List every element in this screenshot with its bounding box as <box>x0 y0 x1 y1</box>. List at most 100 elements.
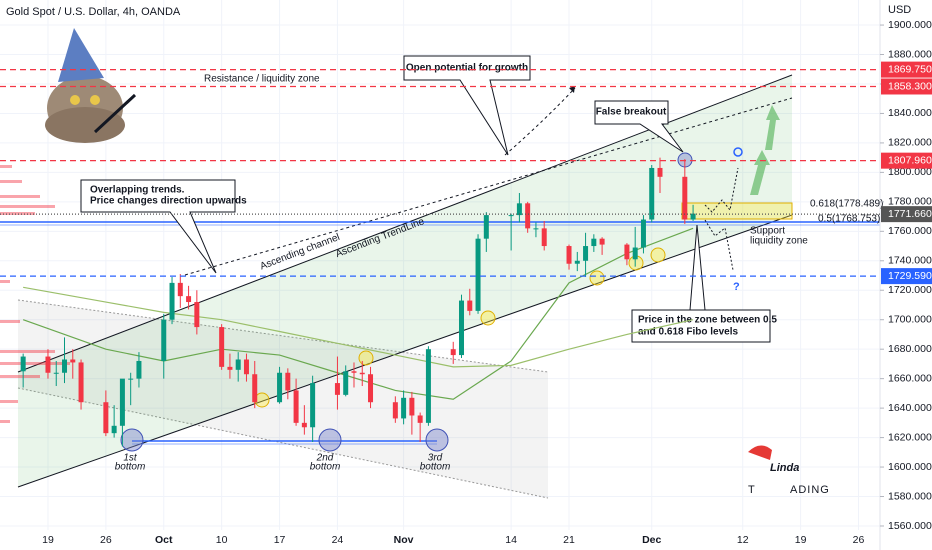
candle-body <box>285 372 291 391</box>
x-tick-label: 21 <box>563 534 575 546</box>
y-tick-label: 1740.000 <box>888 255 932 267</box>
annotation: liquidity zone <box>750 236 808 247</box>
annotation: 0.618(1778.489) <box>810 199 883 210</box>
candle-body <box>541 228 547 247</box>
y-tick-label: 1560.000 <box>888 520 932 532</box>
candle-body <box>20 356 26 372</box>
x-tick-label: 24 <box>332 534 344 546</box>
candle-body <box>533 228 539 230</box>
callout <box>631 224 771 343</box>
candle-body <box>599 238 605 245</box>
annotation: 2nd <box>316 453 334 464</box>
drawings <box>0 28 880 499</box>
candle-body <box>243 359 249 375</box>
moving-average <box>23 286 694 368</box>
callout <box>80 179 236 274</box>
candle-body <box>475 238 481 311</box>
x-tick-label: 19 <box>795 534 807 546</box>
candle-body <box>62 359 68 373</box>
series <box>0 68 880 447</box>
candle-body <box>401 397 407 419</box>
bottom-circles <box>120 152 693 452</box>
y-tick-label: 1780.000 <box>888 196 932 208</box>
candle-body <box>219 327 225 367</box>
candle-body <box>293 390 299 423</box>
annotation: and 0.618 Fibo levels <box>638 327 738 338</box>
y-tick-label: 1800.000 <box>888 166 932 178</box>
candle-body <box>343 371 349 395</box>
channel-line <box>17 299 549 373</box>
x-tick-label: 10 <box>216 534 228 546</box>
candle-body <box>525 203 531 229</box>
y-tick-label: 1720.000 <box>888 284 932 296</box>
fibo-zone <box>681 202 793 220</box>
x-tick-label: 26 <box>100 534 112 546</box>
candle-body <box>409 397 415 416</box>
y-tick-label: 1600.000 <box>888 461 932 473</box>
x-tick-label: 26 <box>853 534 865 546</box>
volume-profile <box>0 165 70 423</box>
price-tag-label: 1807.960 <box>888 154 932 166</box>
candle-body <box>359 372 365 375</box>
annotation: bottom <box>115 462 146 473</box>
candle-body <box>516 203 522 216</box>
annotation: Open potential for growth <box>406 63 528 74</box>
candle-body <box>186 296 192 303</box>
price-tag-label: 1869.750 <box>888 63 932 75</box>
candle-body <box>459 300 465 356</box>
green-arrow <box>765 105 780 150</box>
y-tick-label: 1880.000 <box>888 48 932 60</box>
candle-body <box>169 282 175 320</box>
logo-text: ADING <box>790 484 830 496</box>
candle-body <box>252 374 258 403</box>
moving-average <box>22 227 694 400</box>
candle-body <box>566 246 572 264</box>
ascending-channel <box>18 75 792 487</box>
x-tick-label: Nov <box>394 534 414 546</box>
x-tick-label: Dec <box>642 534 661 546</box>
y-tick-label: 1620.000 <box>888 431 932 443</box>
candle-body <box>682 176 688 220</box>
y-tick-label: 1680.000 <box>888 343 932 355</box>
logo-text: T <box>748 484 755 496</box>
annotation: Price in the zone between 0.5 <box>638 315 777 326</box>
price-tag-label: 1771.660 <box>888 208 932 220</box>
candle-body <box>310 383 316 428</box>
callout <box>403 55 531 156</box>
candle-body <box>194 302 200 328</box>
candle-body <box>227 366 233 370</box>
y-tick-label: 1640.000 <box>888 402 932 414</box>
arrowhead <box>569 86 575 93</box>
annotation: False breakout <box>596 107 667 118</box>
candle-body <box>78 362 84 403</box>
candle-body <box>508 215 514 217</box>
price-tag-label: 1858.300 <box>888 80 932 92</box>
annotation: 0.5(1768.753) <box>818 214 880 225</box>
logo-text: Linda <box>770 462 799 474</box>
candle-body <box>128 378 134 380</box>
path-up <box>704 167 739 213</box>
annotation: Resistance / liquidity zone <box>204 74 320 85</box>
annotation: Overlapping trends. <box>90 185 185 196</box>
y-tick-label: 1580.000 <box>888 490 932 502</box>
candle-body <box>450 349 456 356</box>
annotation: Support <box>750 226 785 237</box>
candle-body <box>103 402 109 434</box>
currency: USD <box>888 4 911 16</box>
candle-body <box>583 246 589 261</box>
path-down <box>704 219 734 271</box>
price-tag <box>881 152 932 169</box>
candle-body <box>417 415 423 423</box>
candle-body <box>277 372 283 403</box>
candle-body <box>235 359 241 370</box>
candle-body <box>368 374 374 403</box>
candle-body <box>574 260 580 264</box>
callout <box>594 100 684 153</box>
x-tick-label: 14 <box>505 534 517 546</box>
price-tag <box>881 61 932 78</box>
y-tick-label: 1900.000 <box>888 19 932 31</box>
chart-title: Gold Spot / U.S. Dollar, 4h, OANDA <box>6 6 181 18</box>
candle-body <box>119 378 125 426</box>
candle-body <box>632 247 638 260</box>
